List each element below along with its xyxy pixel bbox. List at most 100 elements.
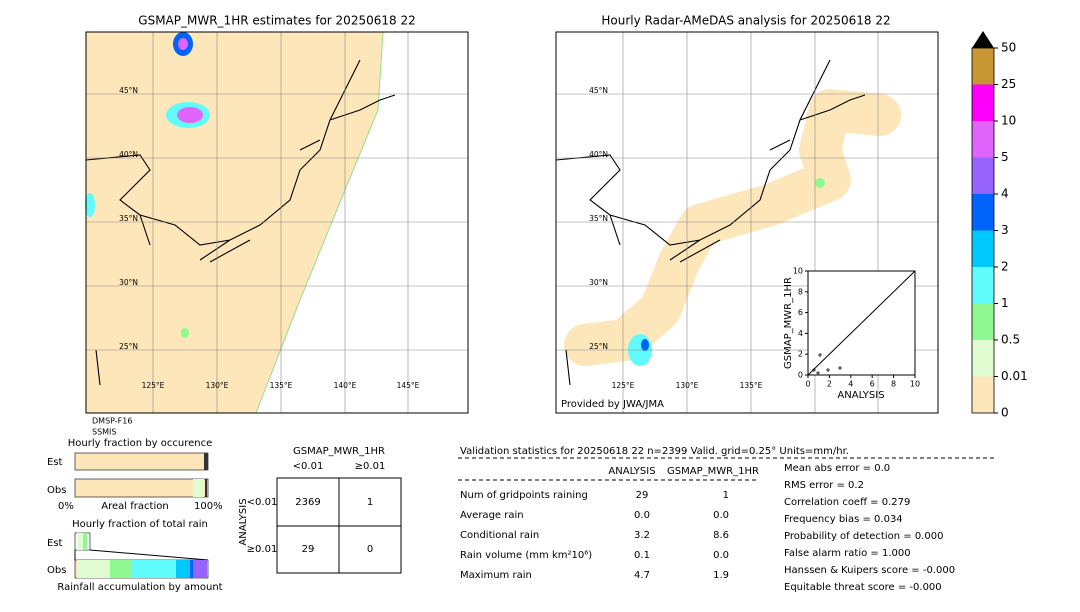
lon-label: 125°E [142, 381, 165, 390]
col-header: ANALYSIS [608, 466, 655, 477]
stat-value: 0.0 [713, 550, 729, 561]
left-map-frame [85, 31, 469, 414]
x-tick-label: 8 [891, 380, 896, 389]
score: Correlation coeff = 0.279 [784, 497, 910, 508]
lat-label: 25°N [119, 342, 138, 351]
cell: 1 [367, 497, 373, 508]
lat-label: 40°N [119, 150, 138, 159]
colorbar-label: 3 [1001, 223, 1009, 237]
x-tick-label: 6 [870, 380, 875, 389]
left-map [85, 31, 468, 414]
axis-label: Areal fraction [101, 501, 168, 512]
obs-bar-end [205, 479, 207, 497]
est-bar [74, 452, 209, 471]
lat-label: 45°N [119, 86, 138, 95]
x-tick-label: 2 [827, 380, 832, 389]
colorbar-label: 10 [1001, 114, 1016, 128]
row-label: Est [47, 538, 63, 549]
row-header: ≥0.01 [247, 544, 278, 555]
stat-label: Maximum rain [460, 570, 532, 581]
occurrence-title: Hourly fraction by occurence [68, 438, 212, 449]
lon-label: 140°E [334, 381, 357, 390]
colorbar-label: 0.5 [1001, 333, 1020, 347]
scatter-xlabel: ANALYSIS [837, 390, 884, 401]
sensor: SSMIS [92, 428, 117, 437]
row-label: Obs [47, 565, 66, 576]
lon-label: 135°E [740, 381, 763, 390]
colorbar-segment [972, 84, 994, 121]
lat-label: 30°N [119, 278, 138, 287]
stat-value: 0.0 [713, 510, 729, 521]
colorbar-segment [972, 340, 994, 377]
lat-label: 35°N [589, 214, 608, 223]
sensor: DMSP-F16 [92, 417, 132, 426]
col-header: ≥0.01 [355, 461, 386, 472]
row-header: <0.01 [247, 497, 278, 508]
obs-bar [74, 478, 209, 498]
row-label: Obs [47, 485, 66, 496]
est-bar-end [204, 453, 208, 470]
left-map-title: GSMAP_MWR_1HR estimates for 20250618 22 [138, 14, 415, 28]
score: Probability of detection = 0.000 [784, 531, 943, 542]
stat-value: 0.0 [634, 510, 650, 521]
lon-label: 130°E [206, 381, 229, 390]
lat-label: 25°N [589, 342, 608, 351]
score: Frequency bias = 0.034 [784, 514, 903, 525]
stat-label: Average rain [460, 510, 524, 521]
total-rain-bars [74, 532, 209, 579]
stat-value: 4.7 [634, 570, 650, 581]
col-header: GSMAP_MWR_1HR [667, 466, 759, 477]
credit: Provided by JWA/JMA [561, 399, 664, 410]
colorbar-extend [972, 31, 994, 48]
score: Hanssen & Kuipers score = -0.000 [784, 565, 955, 576]
colorbar-label: 2 [1001, 260, 1009, 274]
y-tick-label: 4 [798, 329, 803, 338]
stat-value: 1 [723, 490, 729, 501]
score: False alarm ratio = 1.000 [784, 548, 911, 559]
lat-label: 45°N [589, 86, 608, 95]
total-rain-title: Hourly fraction of total rain [72, 519, 208, 530]
total-rain-xlabel: Rainfall accumulation by amount [57, 582, 222, 593]
stat-value: 29 [636, 490, 649, 501]
contingency-ylabel: ANALYSIS [238, 498, 249, 545]
colorbar-label: 0 [1001, 406, 1009, 420]
y-tick-label: 8 [798, 287, 803, 296]
right-map-title: Hourly Radar-AMeDAS analysis for 2025061… [601, 14, 890, 28]
lon-label: 125°E [612, 381, 635, 390]
cell: 0 [367, 544, 373, 555]
colorbar-segment [972, 230, 994, 267]
stat-value: 8.6 [713, 530, 729, 541]
colorbar-label: 5 [1001, 150, 1009, 164]
x-tick-label: 10 [910, 380, 920, 389]
stat-value: 0.1 [634, 550, 650, 561]
x-tick-label: 4 [848, 380, 853, 389]
colorbar-label: 50 [1001, 41, 1016, 55]
stat-label: Num of gridpoints raining [460, 490, 588, 501]
colorbar-segment [972, 303, 994, 340]
colorbar-segment [972, 194, 994, 231]
cell: 2369 [295, 497, 320, 508]
colorbar-label: 1 [1001, 296, 1009, 310]
lon-label: 135°E [270, 381, 293, 390]
right-map [555, 59, 901, 386]
colorbar-segment [972, 376, 994, 413]
axis-label: 100% [194, 501, 223, 512]
lat-label: 35°N [119, 214, 138, 223]
lon-label: 145°E [397, 381, 420, 390]
stat-value: 1.9 [713, 570, 729, 581]
colorbar-segment [972, 48, 994, 85]
stat-label: Conditional rain [460, 530, 539, 541]
x-tick-label: 0 [805, 380, 810, 389]
y-tick-label: 10 [793, 267, 803, 276]
lat-label: 40°N [589, 150, 608, 159]
lon-label: 130°E [676, 381, 699, 390]
right-map-frame [555, 31, 939, 414]
score: RMS error = 0.2 [784, 480, 864, 491]
obs-bar-segment [193, 479, 204, 497]
row-label: Est [47, 457, 63, 468]
y-tick-label: 2 [798, 350, 803, 359]
col-header: <0.01 [293, 461, 324, 472]
stat-value: 3.2 [634, 530, 650, 541]
scatter-ylabel: GSMAP_MWR_1HR [783, 277, 794, 369]
